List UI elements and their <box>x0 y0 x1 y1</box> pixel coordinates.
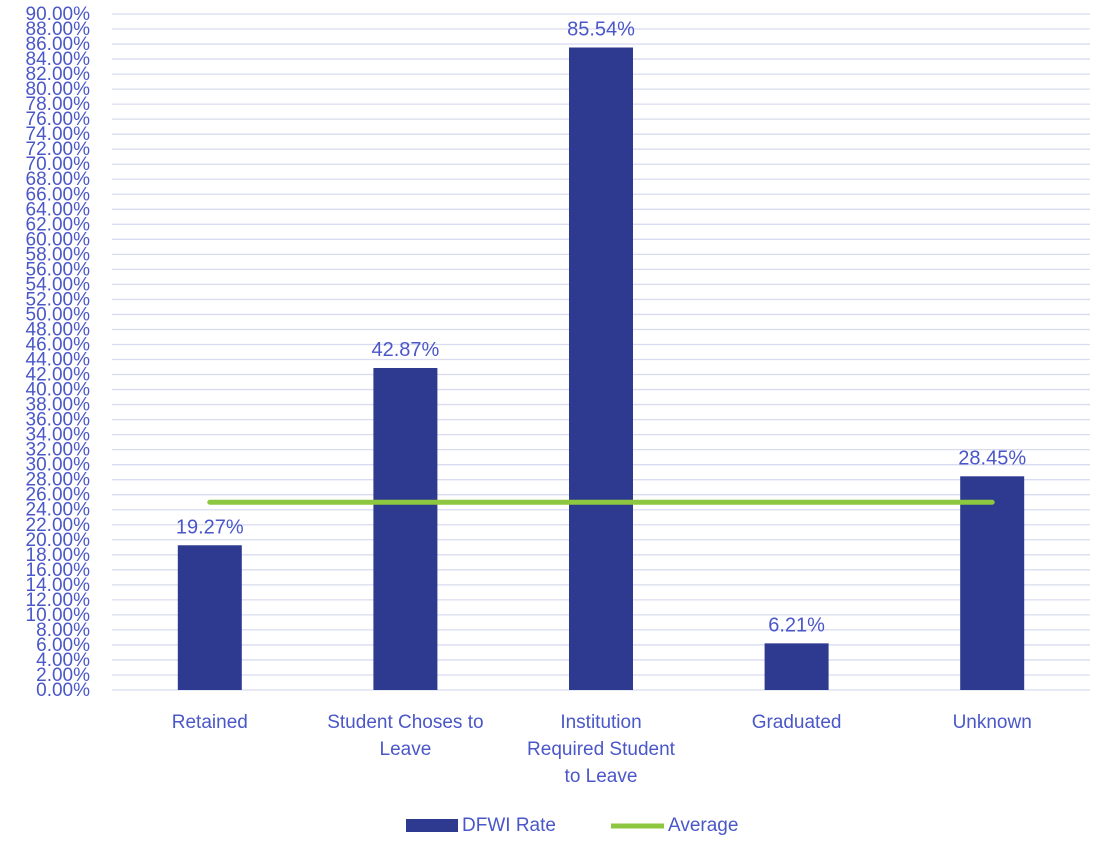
data-labels: 19.27% 42.87% 85.54% 6.21% 28.45% <box>176 18 1026 636</box>
y-tick-label: 38.00% <box>26 395 91 416</box>
bar-data-label: 42.87% <box>371 339 439 361</box>
y-tick-label: 60.00% <box>26 229 91 250</box>
y-tick-label: 0.00% <box>36 680 90 701</box>
bar-dfwi-rate <box>764 643 829 690</box>
x-category-label: Retained <box>172 712 248 733</box>
y-tick-label: 48.00% <box>26 319 91 340</box>
y-tick-label: 50.00% <box>26 304 91 325</box>
bar-series <box>177 47 1025 690</box>
y-tick-label: 24.00% <box>26 500 91 521</box>
y-tick-label: 26.00% <box>26 485 91 506</box>
y-tick-label: 16.00% <box>26 560 91 581</box>
y-tick-label: 10.00% <box>26 605 91 626</box>
y-tick-label: 22.00% <box>26 515 91 536</box>
y-tick-label: 42.00% <box>26 365 91 386</box>
y-tick-label: 8.00% <box>36 620 90 641</box>
y-tick-label: 12.00% <box>26 590 91 611</box>
y-tick-label: 78.00% <box>26 94 91 115</box>
x-category-label: Student Choses to Leave <box>327 712 483 760</box>
y-tick-label: 2.00% <box>36 665 90 686</box>
y-tick-label: 74.00% <box>26 124 91 145</box>
y-tick-label: 82.00% <box>26 64 91 85</box>
bar-dfwi-rate <box>373 367 438 690</box>
y-tick-label: 84.00% <box>26 49 91 70</box>
y-axis-tick-labels: 0.00%2.00%4.00%6.00%8.00%10.00%12.00%14.… <box>26 4 91 701</box>
y-tick-label: 36.00% <box>26 410 91 431</box>
bar-data-label: 85.54% <box>567 18 635 40</box>
y-tick-label: 66.00% <box>26 184 91 205</box>
legend: DFWI Rate Average <box>406 815 738 836</box>
y-tick-label: 28.00% <box>26 470 91 491</box>
bar-data-label: 28.45% <box>958 447 1026 469</box>
y-tick-label: 68.00% <box>26 169 91 190</box>
y-tick-label: 34.00% <box>26 425 91 446</box>
y-tick-label: 32.00% <box>26 440 91 461</box>
y-tick-label: 58.00% <box>26 244 91 265</box>
y-tick-label: 44.00% <box>26 350 91 371</box>
bar-data-label: 19.27% <box>176 516 244 538</box>
y-tick-label: 6.00% <box>36 635 90 656</box>
y-tick-label: 30.00% <box>26 455 91 476</box>
y-tick-label: 40.00% <box>26 380 91 401</box>
bar-dfwi-rate <box>569 47 633 690</box>
y-tick-label: 64.00% <box>26 199 91 220</box>
y-tick-label: 14.00% <box>26 575 91 596</box>
x-category-label: Institution Required Student to Leave <box>527 712 676 787</box>
y-tick-label: 62.00% <box>26 214 91 235</box>
x-axis-category-labels: Retained Student Choses to Leave Institutio… <box>172 712 1032 787</box>
bar-dfwi-rate <box>960 476 1025 690</box>
y-tick-label: 86.00% <box>26 34 91 55</box>
y-tick-label: 72.00% <box>26 139 91 160</box>
y-tick-label: 56.00% <box>26 259 91 280</box>
y-tick-label: 46.00% <box>26 334 91 355</box>
legend-swatch-dfwi-rate <box>406 819 458 832</box>
y-tick-label: 18.00% <box>26 545 91 566</box>
x-category-label: Unknown <box>953 712 1032 733</box>
y-tick-label: 88.00% <box>26 19 91 40</box>
bar-dfwi-rate <box>177 545 242 690</box>
legend-label-dfwi-rate: DFWI Rate <box>462 815 556 836</box>
y-tick-label: 52.00% <box>26 289 91 310</box>
y-tick-label: 4.00% <box>36 650 90 671</box>
y-tick-label: 76.00% <box>26 109 91 130</box>
legend-label-average: Average <box>668 815 738 836</box>
y-tick-label: 80.00% <box>26 79 91 100</box>
bar-data-label: 6.21% <box>768 614 825 636</box>
y-tick-label: 54.00% <box>26 274 91 295</box>
x-category-label: Graduated <box>752 712 842 733</box>
y-tick-label: 20.00% <box>26 530 91 551</box>
y-tick-label: 70.00% <box>26 154 91 175</box>
y-tick-label: 90.00% <box>26 4 91 25</box>
